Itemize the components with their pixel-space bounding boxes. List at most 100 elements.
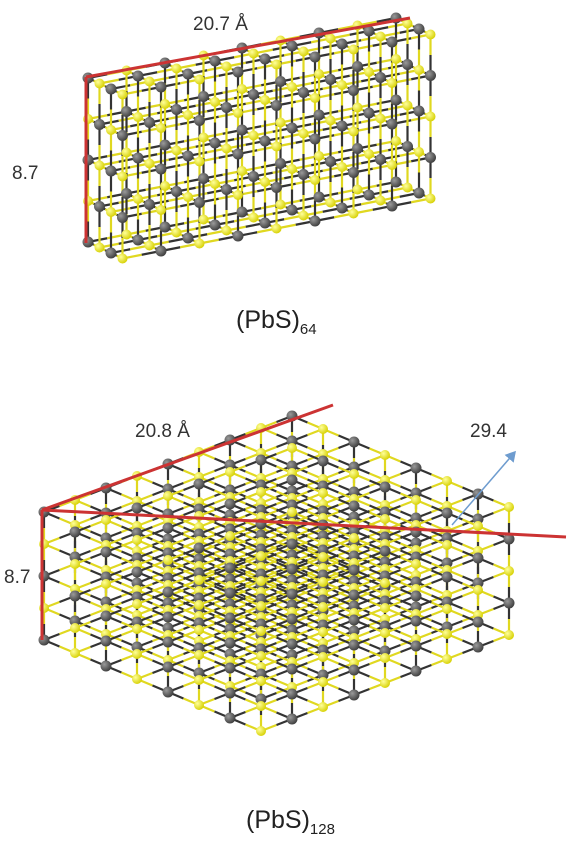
sulfur-atom [364,67,374,77]
lead-atom [317,644,329,656]
sulfur-atom [442,604,452,614]
lead-atom [224,598,236,610]
lead-atom [162,522,174,534]
lead-atom [117,212,128,223]
sulfur-atom [287,164,297,174]
sulfur-atom [318,702,328,712]
sulfur-atom [94,78,105,89]
lead-atom [69,551,81,563]
sulfur-atom [287,507,297,517]
lead-atom [317,569,329,581]
sulfur-atom [348,126,359,137]
sulfur-atom [298,46,309,57]
lead-atom [82,154,94,166]
sulfur-atom [163,491,173,501]
lead-atom [379,481,391,493]
sulfur-atom [256,626,266,636]
sulfur-atom [380,514,390,524]
lead-atom [336,202,348,214]
lead-atom [503,533,515,545]
lead-atom [224,662,236,674]
lead-atom [309,215,321,227]
sulfur-atom [133,194,143,204]
lead-atom [317,669,329,681]
lead-atom [171,186,182,197]
sulfur-atom [194,238,205,249]
lead-atom [286,204,298,216]
lead-atom [363,189,375,201]
sulfur-atom [225,531,235,541]
lead-atom [162,586,174,598]
lead-atom [410,551,422,563]
lead-atom [131,502,143,514]
lead-atom [162,622,174,634]
lead-atom [286,122,298,134]
lead-atom [144,117,155,128]
lead-atom [131,641,143,653]
lead-atom [286,524,298,536]
sulfur-atom [70,559,80,569]
lead-atom [348,600,360,612]
sulfur-atom [133,112,143,122]
sulfur-atom [298,128,309,139]
sulfur-atom [132,624,142,634]
sulfur-atom [183,192,193,202]
lead-atom [121,106,132,117]
lead-atom [131,591,143,603]
lead-atom [317,530,329,542]
lead-atom [232,230,244,242]
lead-atom [224,712,236,724]
sulfur-atom [380,628,390,638]
lead-atom [286,613,298,625]
lead-atom [209,137,221,149]
sulfur-atom [352,102,363,113]
lead-atom [317,505,329,517]
lead-atom [193,528,205,540]
lead-atom [348,85,359,96]
sulfur-atom [473,585,483,595]
lead-atom [410,601,422,613]
lead-atom [503,597,515,609]
pbs128-length-label: 20.8 Å [135,421,190,442]
lead-atom [132,152,144,164]
pbs64-caption: (PbS)64 [236,306,317,338]
lead-atom [313,191,325,203]
pbs64-lattice [82,12,436,264]
sulfur-atom [194,156,205,167]
lead-atom [162,661,174,673]
sulfur-atom [337,162,347,172]
sulfur-atom [391,136,401,146]
lead-atom [379,570,391,582]
sulfur-atom [442,629,452,639]
lead-atom [255,618,267,630]
lead-atom [410,487,422,499]
lead-atom [162,597,174,609]
lead-atom [410,640,422,652]
sulfur-atom [348,208,359,219]
sulfur-atom [314,151,324,161]
lead-atom [286,435,298,447]
sulfur-atom [318,577,328,587]
lead-atom [82,236,94,248]
sulfur-atom [425,29,436,40]
lead-atom [472,552,484,564]
lead-atom [131,527,143,539]
lead-atom [386,200,398,212]
sulfur-atom [387,160,397,170]
lead-atom [94,201,105,212]
sulfur-atom [156,205,166,215]
sulfur-atom [194,650,204,660]
sulfur-atom [271,59,282,70]
sulfur-atom [121,147,132,158]
sulfur-atom [271,223,282,234]
lead-atom [348,167,359,178]
lead-atom [162,611,174,623]
sulfur-atom [70,623,80,633]
lead-atom [194,197,205,208]
lead-atom [348,564,360,576]
lead-atom [348,625,360,637]
lead-atom [413,105,425,117]
sulfur-atom [163,555,173,565]
lead-atom [232,66,244,78]
lead-atom [286,713,298,725]
